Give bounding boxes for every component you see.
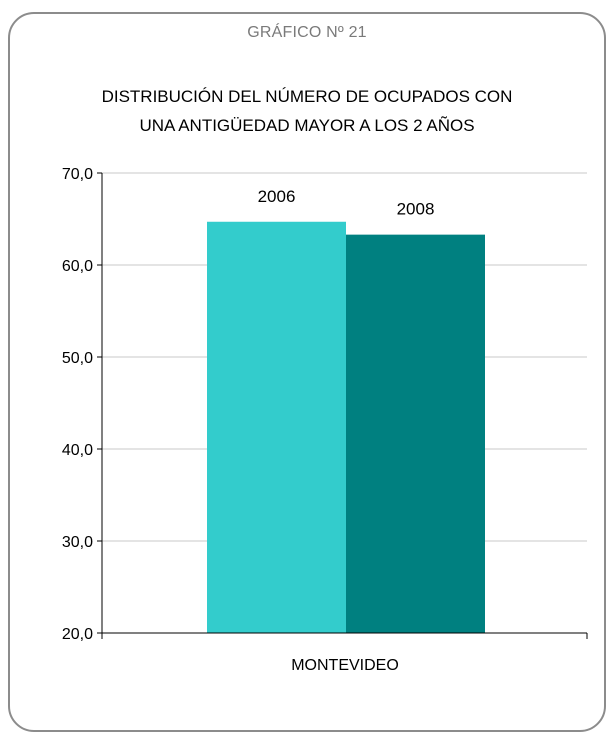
figure-number: GRÁFICO Nº 21 xyxy=(247,24,367,41)
y-tick-label: 70,0 xyxy=(62,166,93,183)
chart-title: DISTRIBUCIÓN DEL NÚMERO DE OCUPADOS CON … xyxy=(60,82,554,140)
y-tick-label: 50,0 xyxy=(62,350,93,367)
bar-chart: 20,0 30,0 40,0 50,0 60,0 70,0 2006 2008 MONTEVID… xyxy=(62,166,588,674)
data-label-2006: 2006 xyxy=(258,187,296,206)
y-tick-label: 20,0 xyxy=(62,626,93,643)
data-label-2008: 2008 xyxy=(397,200,435,219)
y-tick-label: 30,0 xyxy=(62,534,93,551)
chart-title-line-2: UNA ANTIGÜEDAD MAYOR A LOS 2 AÑOS xyxy=(139,116,475,135)
chart-title-line-1: DISTRIBUCIÓN DEL NÚMERO DE OCUPADOS CON xyxy=(101,87,513,106)
bar-2008 xyxy=(346,234,485,633)
x-category-label: MONTEVIDEO xyxy=(291,657,399,674)
bar-2006 xyxy=(207,221,346,633)
y-tick-label: 60,0 xyxy=(62,258,93,275)
y-tick-label: 40,0 xyxy=(62,442,93,459)
